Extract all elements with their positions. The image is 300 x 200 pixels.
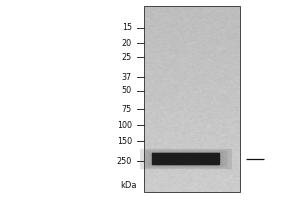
Text: kDa: kDa [120,182,136,190]
Text: 25: 25 [122,52,132,62]
Text: 50: 50 [122,86,132,95]
Text: 150: 150 [117,136,132,146]
Text: 250: 250 [117,156,132,166]
FancyBboxPatch shape [140,149,232,169]
Bar [144,6,240,192]
Text: 100: 100 [117,120,132,130]
Text: 75: 75 [122,104,132,114]
FancyBboxPatch shape [145,150,227,168]
Text: 37: 37 [122,72,132,82]
FancyBboxPatch shape [152,153,220,165]
FancyBboxPatch shape [148,152,224,166]
Text: 15: 15 [122,23,132,32]
Text: 20: 20 [122,38,132,47]
